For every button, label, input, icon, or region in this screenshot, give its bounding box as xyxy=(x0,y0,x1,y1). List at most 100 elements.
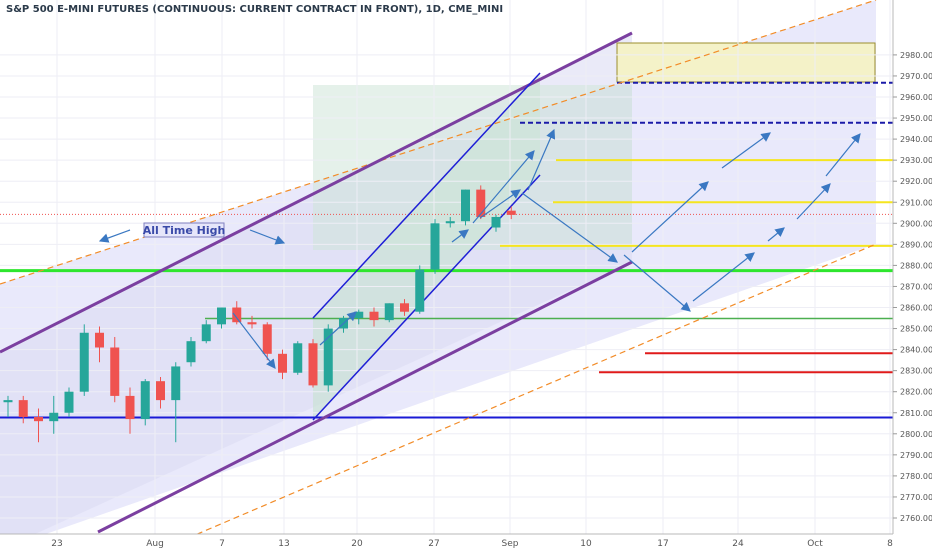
time-tick-label: 24 xyxy=(732,539,744,549)
price-tick-label: 2950.00 xyxy=(900,114,932,123)
candle-body xyxy=(18,400,28,417)
price-tick-label: 2980.00 xyxy=(900,51,932,60)
projection-arrow xyxy=(472,150,535,224)
projection-arrow xyxy=(319,311,357,346)
price-axis: 2760.00 2770.00 2780.00 2790.00 2800.00 2810.… xyxy=(892,0,932,550)
candle-body xyxy=(415,269,425,312)
time-axis-background xyxy=(0,534,893,550)
projection-arrow xyxy=(631,181,709,253)
candle-body xyxy=(34,416,43,422)
candle-body xyxy=(400,303,409,312)
main-channel-lower xyxy=(97,260,633,534)
shaded-region xyxy=(313,85,632,250)
candle-body xyxy=(140,381,150,420)
candle-body xyxy=(278,353,287,373)
price-tick-label: 2860.00 xyxy=(900,304,932,313)
candle-body xyxy=(384,303,394,321)
time-tick-label: 10 xyxy=(580,539,592,549)
candle-body xyxy=(232,307,242,323)
time-tick-label: 20 xyxy=(351,539,363,549)
candle-body xyxy=(461,189,470,222)
projection-arrow xyxy=(98,229,131,243)
price-tick-label: 2940.00 xyxy=(900,135,932,144)
price-tick-label: 2820.00 xyxy=(900,388,932,397)
price-tick-label: 2810.00 xyxy=(900,409,932,418)
projection-arrow xyxy=(521,192,618,263)
candle-body xyxy=(506,210,516,215)
price-tick-label: 2770.00 xyxy=(900,493,932,502)
price-tick-label: 2870.00 xyxy=(900,282,932,291)
price-tick-label: 2900.00 xyxy=(900,219,932,228)
price-tick-label: 2910.00 xyxy=(900,198,932,207)
all-time-high-box xyxy=(143,222,225,238)
candle-body xyxy=(64,391,74,413)
time-tick-label: Sep xyxy=(502,539,519,549)
price-tick-label: 2970.00 xyxy=(900,72,932,81)
candle-body xyxy=(95,332,104,348)
price-tick-label: 2840.00 xyxy=(900,346,932,355)
projection-arrow xyxy=(451,229,469,243)
candlesticks xyxy=(3,185,516,443)
time-tick-label: Aug xyxy=(146,539,164,549)
price-tick-label: 2890.00 xyxy=(900,240,932,249)
time-tick-label: 8 xyxy=(887,539,893,549)
projection-arrows xyxy=(98,128,861,369)
projection-arrow xyxy=(479,189,521,219)
price-tick-label: 2850.00 xyxy=(900,325,932,334)
candle-body xyxy=(476,189,486,217)
candle-body xyxy=(156,381,165,401)
time-tick-label: Oct xyxy=(807,539,823,549)
candle-body xyxy=(354,311,364,319)
time-axis: 23 Aug 7 13 20 27 Sep 10 17 24 Oct 8 xyxy=(0,533,893,550)
candle-body xyxy=(171,366,181,401)
price-tick-label: 2760.00 xyxy=(900,514,932,523)
candle-body xyxy=(110,347,120,396)
candle-body xyxy=(49,412,59,422)
inner-channel-lower xyxy=(312,174,541,421)
projection-arrow xyxy=(767,227,785,242)
candle-body xyxy=(79,332,89,392)
annotation-layer: All Time High xyxy=(143,222,226,238)
candle-body xyxy=(262,324,272,354)
projection-arrow xyxy=(796,183,831,220)
candle-body xyxy=(293,343,303,373)
candle-body xyxy=(369,311,379,321)
price-tick-label: 2780.00 xyxy=(900,472,932,481)
time-tick-label: 23 xyxy=(51,539,62,549)
chart-title: S&P 500 E-MINI FUTURES (CONTINUOUS: CURR… xyxy=(6,4,504,15)
time-tick-label: 13 xyxy=(278,539,289,549)
projection-arrow xyxy=(623,254,691,312)
main-channel-upper xyxy=(0,31,633,354)
price-tick-label: 2790.00 xyxy=(900,451,932,460)
candle-body xyxy=(445,221,455,224)
price-tick-label: 2800.00 xyxy=(900,430,932,439)
candle-body xyxy=(430,223,440,270)
price-tick-label: 2920.00 xyxy=(900,177,932,186)
candle-body xyxy=(323,328,333,386)
projection-arrow xyxy=(825,133,861,177)
time-tick-label: 7 xyxy=(219,539,225,549)
projection-arrow xyxy=(249,229,286,245)
time-tick-label: 27 xyxy=(428,539,439,549)
projection-arrow xyxy=(232,312,276,369)
candle-body xyxy=(247,322,257,325)
candle-body xyxy=(186,341,196,363)
candle-body xyxy=(217,307,226,325)
projection-arrow xyxy=(721,132,771,169)
candle-body xyxy=(308,343,318,386)
price-tick-label: 2930.00 xyxy=(900,156,932,165)
inner-channel-upper xyxy=(312,72,541,319)
candle-body xyxy=(125,395,135,420)
all-time-high-label: All Time High xyxy=(143,224,226,237)
price-tick-label: 2960.00 xyxy=(900,93,932,102)
candle-body xyxy=(491,216,501,228)
price-tick-label: 2880.00 xyxy=(900,261,932,270)
candle-body xyxy=(3,400,13,403)
price-axis-background xyxy=(893,0,932,550)
price-tick-label: 2830.00 xyxy=(900,367,932,376)
projection-arrow xyxy=(692,252,755,302)
time-tick-label: 17 xyxy=(657,539,668,549)
projection-arrow xyxy=(527,128,556,191)
